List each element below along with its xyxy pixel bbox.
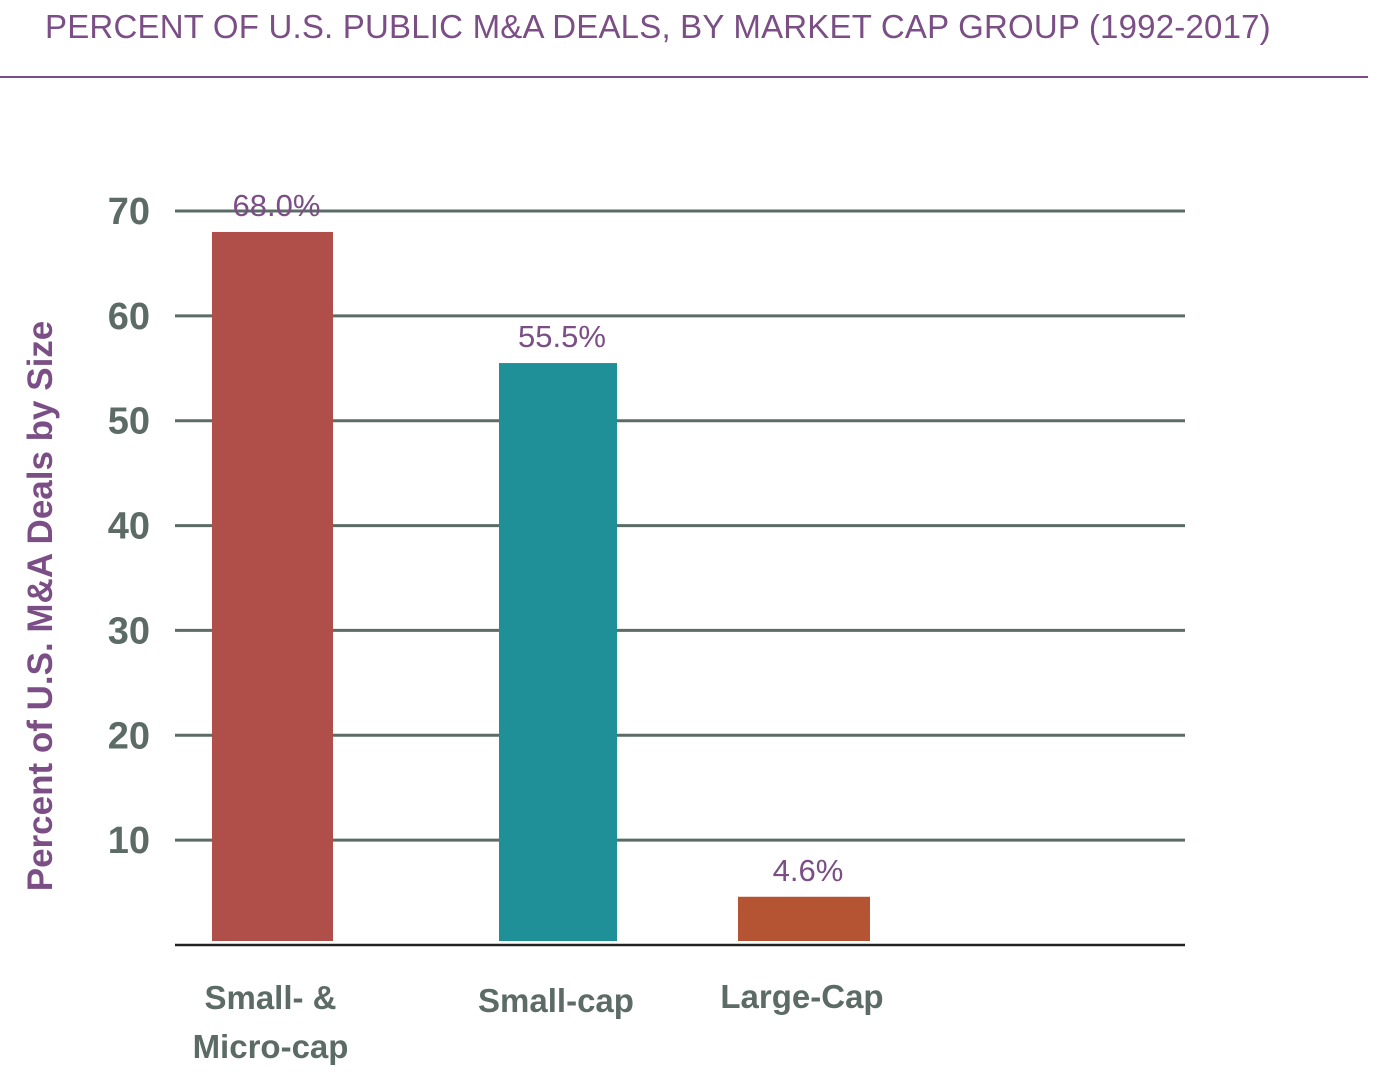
y-tick-label: 20 <box>108 715 150 757</box>
bar-2 <box>738 896 870 941</box>
y-tick-label: 40 <box>108 506 150 548</box>
y-tick-label: 30 <box>108 610 150 652</box>
y-axis-title: Percent of U.S. M&A Deals by Size <box>21 321 60 892</box>
y-tick-label: 70 <box>108 191 150 233</box>
x-category-label: Large-Cap <box>720 978 883 1015</box>
x-category-label: Small-cap <box>478 982 634 1019</box>
x-category-label: Micro-cap <box>193 1028 349 1065</box>
y-tick-label: 50 <box>108 401 150 443</box>
data-label-1: 55.5% <box>518 319 606 354</box>
chart-title: PERCENT OF U.S. PUBLIC M&A DEALS, BY MAR… <box>45 8 1271 45</box>
data-label-0: 68.0% <box>233 188 321 223</box>
data-label-2: 4.6% <box>773 853 844 888</box>
x-category-label: Small- & <box>204 979 336 1016</box>
title-divider <box>0 76 1368 78</box>
bar-0 <box>212 231 333 941</box>
bar-1 <box>499 363 617 941</box>
y-tick-label: 60 <box>108 296 150 338</box>
y-tick-label: 10 <box>108 820 150 862</box>
